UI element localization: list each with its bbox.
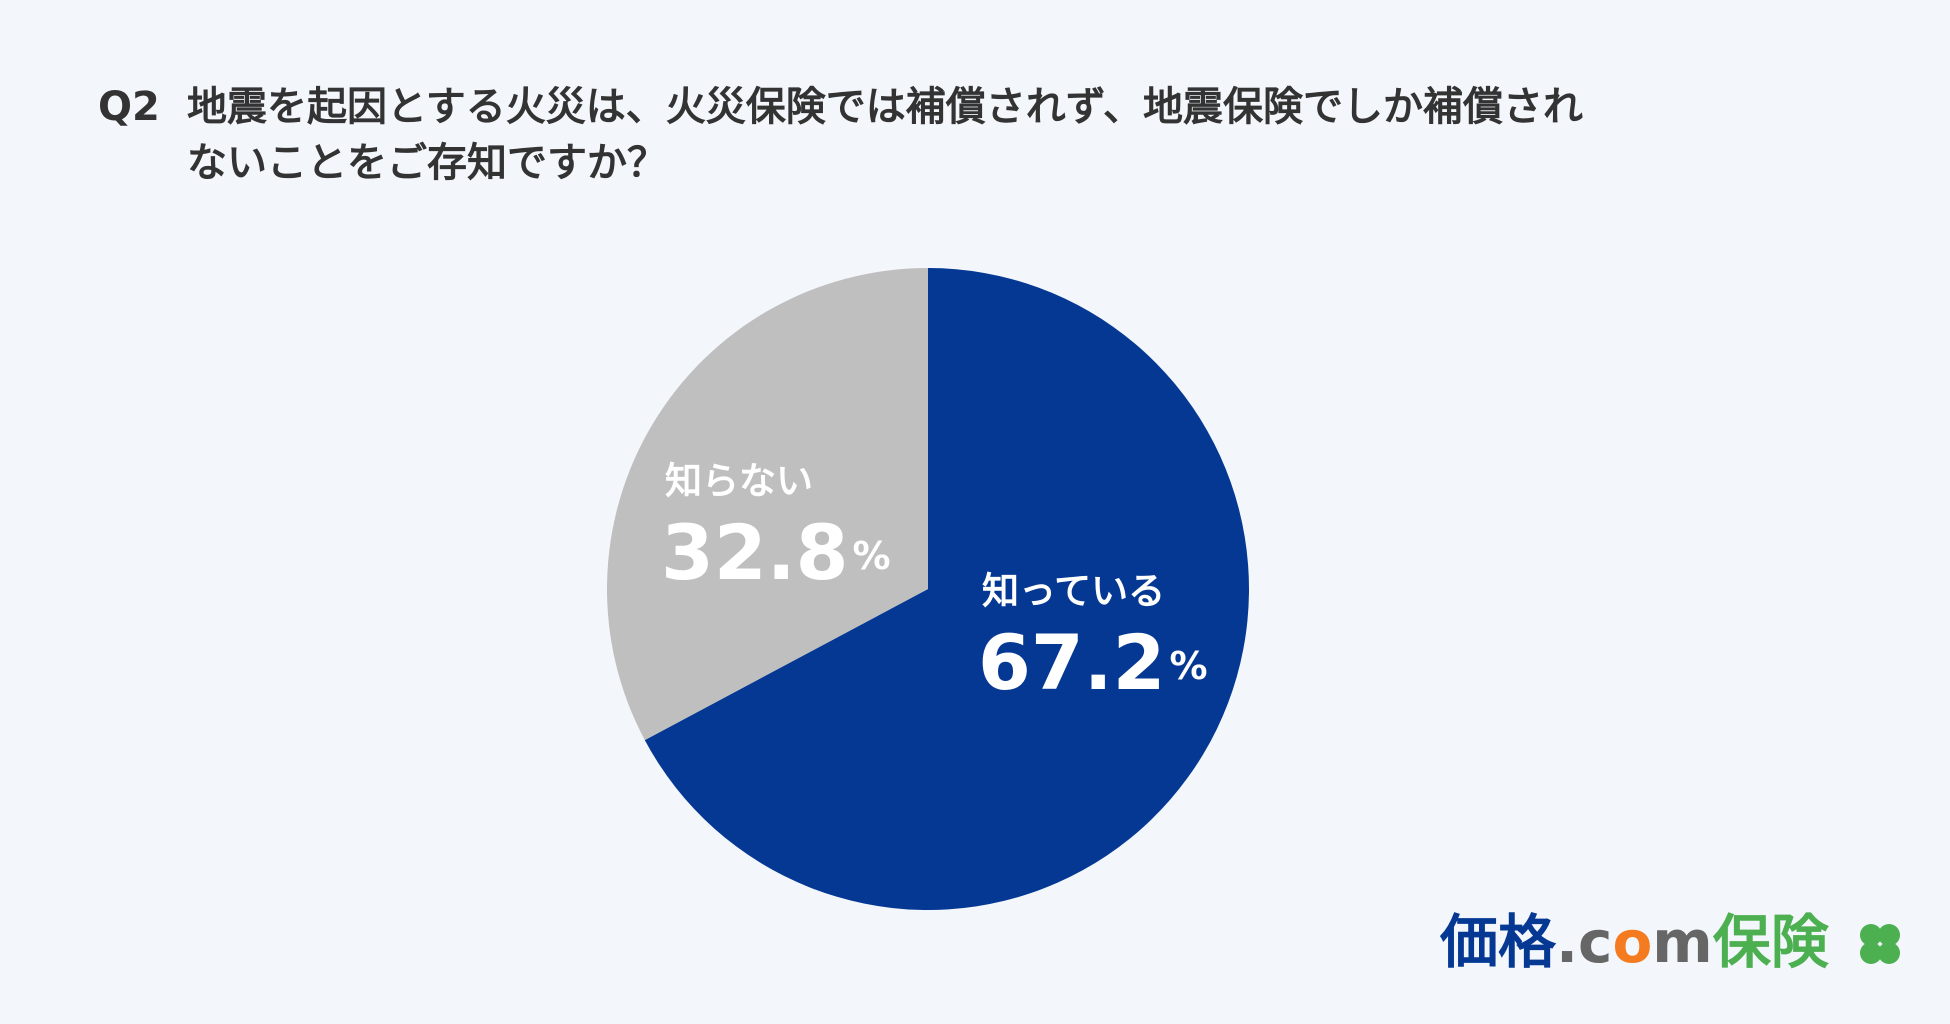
logo-part: m	[1652, 908, 1712, 976]
logo-part: .c	[1556, 908, 1612, 976]
logo-part: 価格	[1439, 908, 1557, 976]
value-unit: %	[1170, 644, 1208, 688]
clover-icon	[1860, 924, 1900, 964]
value-number: 67.2	[978, 618, 1166, 707]
pie-slice	[607, 268, 928, 741]
value-number: 32.8	[661, 508, 849, 597]
question-number: Q2	[98, 84, 160, 130]
pie-slice	[644, 268, 1250, 910]
question-line: 地震を起因とする火災は、火災保険では補償されず、地震保険でしか補償され	[187, 84, 1583, 130]
logo-text: 価格.com保険	[1439, 908, 1830, 976]
labels: 知っている 67.2 % 知らない 32.8%	[661, 460, 1208, 708]
pie	[607, 268, 1250, 910]
logo-part: o	[1612, 908, 1652, 976]
slice-label: 知らない	[665, 460, 813, 503]
slice-value: 32.8%	[661, 508, 891, 597]
logo: 価格.com保険	[1439, 908, 1900, 976]
logo-part: 保険	[1713, 908, 1830, 976]
slice-label: 知っている	[982, 570, 1165, 613]
value-unit: %	[853, 534, 891, 578]
slice-value: 67.2%	[978, 618, 1208, 707]
question-line: ないことをご存知ですか？	[187, 140, 667, 186]
